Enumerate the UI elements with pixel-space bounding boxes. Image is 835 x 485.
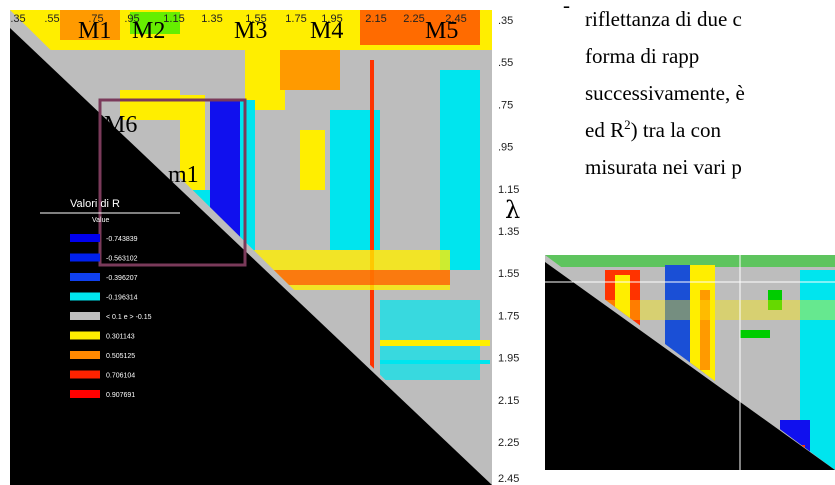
top-tick-label: 1.35 [201,13,222,25]
axis-symbol: λ [505,196,520,224]
text-segment: ) tra la con [631,118,722,142]
legend-swatch [70,293,100,301]
top-tick-label: 1.75 [285,13,306,25]
right-tick-label: 1.15 [498,184,519,196]
page: Valori di R Value -0.743839 -0.563102 -0.396… [0,0,835,485]
region-label: M1 [78,18,111,44]
legend-label: -0.743839 [106,236,138,243]
right-tick-label: .75 [498,99,513,111]
legend-label: -0.196314 [106,295,138,302]
top-tick-label: 2.15 [365,13,386,25]
right-tick-label: 1.55 [498,268,519,280]
text-segment: riflettanza di due c [585,7,742,31]
text-line: ed R2) tra la con [585,117,721,142]
text-line: successivamente, è [585,81,745,105]
top-tick-label: .35 [10,13,25,25]
right-tick-label: .55 [498,57,513,69]
dash: - [563,0,570,17]
text-segment: ed R [585,118,624,142]
region-label: M4 [310,18,343,44]
right-tick-label: .35 [498,15,513,27]
legend-header: Value [92,217,109,224]
region-label: M6 [104,112,137,138]
top-tick-label: 1.15 [163,13,184,25]
right-tick-label: .95 [498,142,513,154]
text-segment: forma di rapp [585,44,699,68]
text-line: riflettanza di due c [585,7,742,31]
legend-swatch [70,234,100,242]
legend-label: -0.563102 [106,256,138,263]
region-label: M3 [234,18,267,44]
legend-label: -0.396207 [106,275,138,282]
legend-label: < 0.1 e > -0.15 [106,314,152,321]
text-segment: successivamente, è [585,81,745,105]
legend-swatch [70,254,100,262]
legend-swatch [70,351,100,359]
paragraph: riflettanza di due c forma di rapp success… [585,7,745,179]
right-tick-label: 2.45 [498,473,519,485]
document: Valori di R Value -0.743839 -0.563102 -0.396… [0,0,835,485]
region-label: M2 [132,18,165,44]
legend-swatch [70,332,100,340]
legend-label: 0.907691 [106,392,135,399]
top-tick-label: 2.25 [403,13,424,25]
right-tick-label: 1.75 [498,310,519,322]
legend-label: 0.301143 [106,334,135,341]
right-tick-label: 2.15 [498,395,519,407]
legend-swatch [70,273,100,281]
heatmap: Valori di R Value -0.743839 -0.563102 -0.396… [10,10,492,485]
right-tick-label: 2.25 [498,437,519,449]
text-line: forma di rapp [585,44,699,68]
right-tick-label: 1.35 [498,226,519,238]
top-tick-label: .55 [44,13,59,25]
text-segment: misurata nei vari p [585,155,742,179]
region-label: m1 [168,162,199,188]
legend-label: 0.505125 [106,353,135,360]
legend-title: Valori di R [70,198,120,210]
legend-label: 0.706104 [106,373,135,380]
text-line: misurata nei vari p [585,155,742,179]
legend-swatch [70,390,100,398]
legend-swatch [70,371,100,379]
figure-right [545,255,835,470]
region-label: M5 [425,18,458,44]
legend-swatch [70,312,100,320]
right-tick-label: 1.95 [498,353,519,365]
